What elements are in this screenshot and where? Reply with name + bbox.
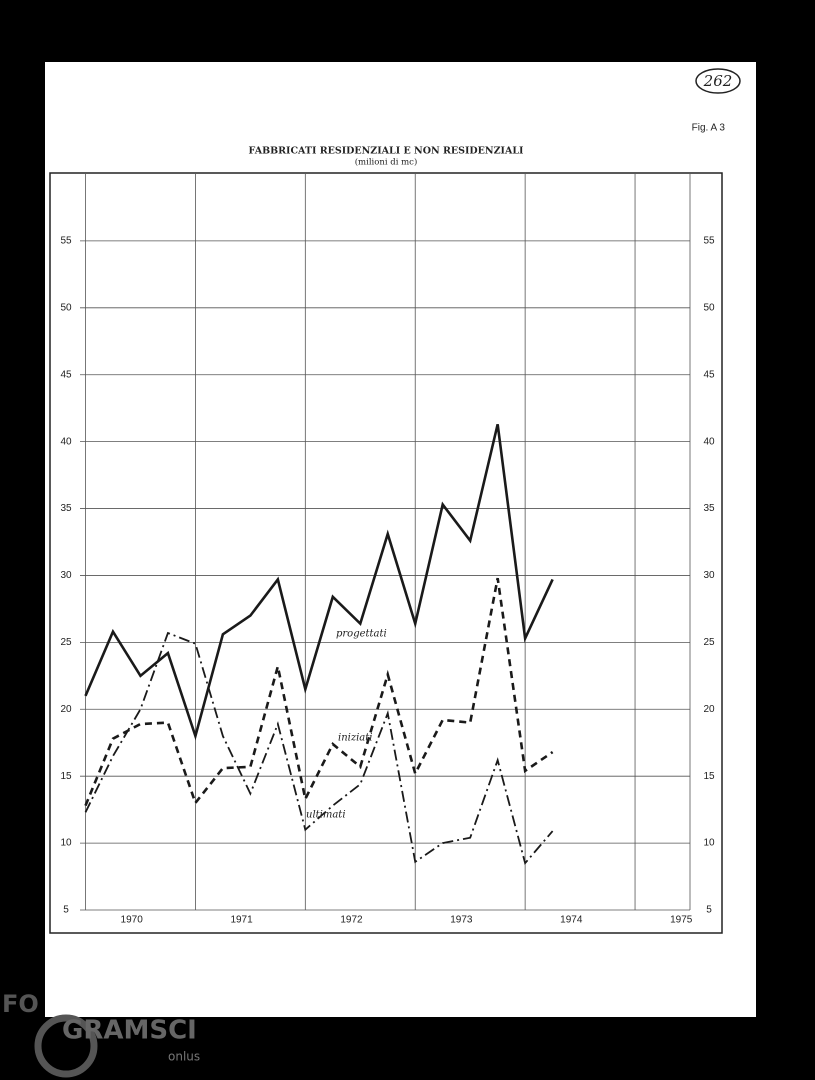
paper [45, 62, 756, 1017]
watermark: onlus [168, 1050, 200, 1064]
y-tick-label: 50 [60, 302, 72, 313]
y2-tick-label: 45 [703, 369, 715, 380]
y-tick-label: 5 [63, 905, 69, 916]
y2-tick-label: 30 [703, 570, 715, 581]
x-tick-label: 1970 [121, 915, 144, 926]
y-tick-label: 35 [60, 503, 72, 514]
watermark: FO [2, 990, 39, 1018]
x-tick-label: 1974 [560, 915, 583, 926]
y-tick-label: 25 [60, 637, 72, 648]
series-line [84, 631, 554, 866]
y-tick-label: 30 [60, 570, 72, 581]
y-tick-label: 10 [60, 838, 72, 849]
y-tick-label: 45 [60, 369, 72, 380]
y2-tick-label: 20 [703, 704, 715, 715]
x-tick-label: 1975 [670, 915, 693, 926]
series-label: iniziati [338, 733, 372, 744]
y2-tick-label: 15 [703, 771, 715, 782]
watermark: GRAMSCI [62, 1016, 197, 1046]
x-tick-label: 1972 [340, 915, 363, 926]
y-tick-label: 15 [60, 771, 72, 782]
y-tick-label: 40 [60, 436, 72, 447]
y2-tick-label: 40 [703, 436, 715, 447]
page-number: 262 [703, 72, 733, 90]
figure-label: Fig. A 3 [692, 123, 726, 134]
y2-tick-label: 35 [703, 503, 715, 514]
y2-tick-label: 10 [703, 838, 715, 849]
series-label: progettati [336, 629, 387, 640]
watermark-logo [34, 1014, 98, 1078]
frame [49, 172, 723, 934]
y-tick-label: 55 [60, 236, 72, 247]
y2-tick-label: 55 [703, 236, 715, 247]
y2-tick-label: 25 [703, 637, 715, 648]
x-tick-label: 1973 [450, 915, 473, 926]
x-tick-label: 1971 [230, 915, 253, 926]
y-tick-label: 20 [60, 704, 72, 715]
chart-subtitle: (milioni di mc) [355, 157, 418, 168]
chart-title: FABBRICATI RESIDENZIALI E NON RESIDENZIA… [249, 146, 525, 157]
y2-tick-label: 5 [706, 905, 712, 916]
series-line [84, 423, 554, 741]
series-label: ultimati [306, 810, 346, 821]
series-line [84, 577, 554, 807]
y2-tick-label: 50 [703, 302, 715, 313]
page-number-circle [695, 68, 741, 94]
